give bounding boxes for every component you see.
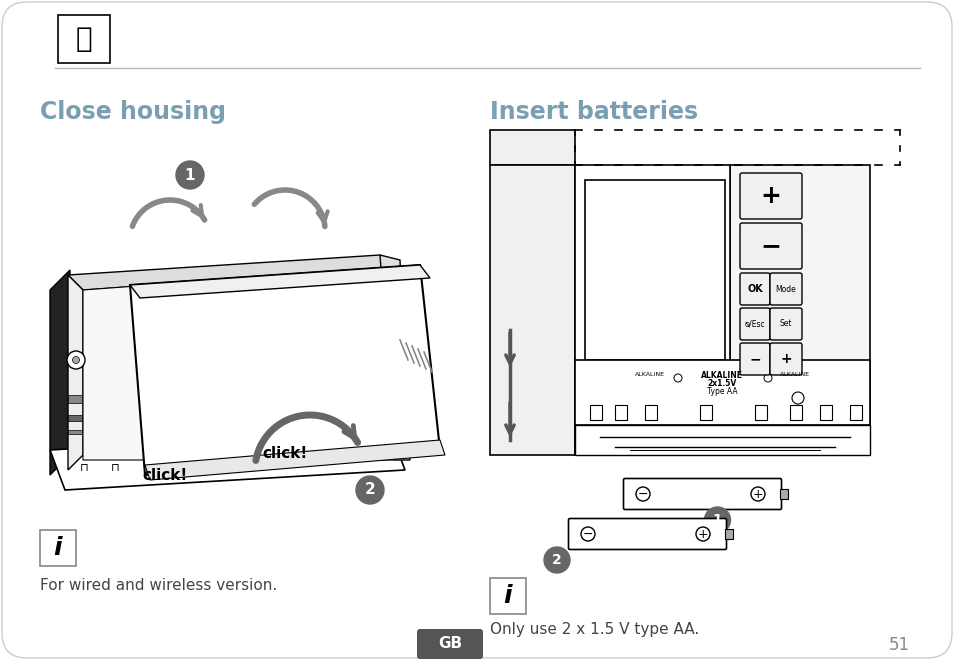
Circle shape — [763, 374, 771, 382]
Circle shape — [67, 351, 85, 369]
Text: GB: GB — [437, 636, 461, 651]
Text: ᴓ/Esc: ᴓ/Esc — [744, 319, 764, 329]
FancyBboxPatch shape — [740, 308, 769, 340]
FancyBboxPatch shape — [740, 223, 801, 269]
Text: Set: Set — [779, 319, 791, 329]
Circle shape — [355, 476, 384, 504]
Circle shape — [72, 356, 79, 364]
Text: ALKALINE: ALKALINE — [635, 372, 664, 378]
Text: 🔧: 🔧 — [75, 25, 92, 53]
Text: ALKALINE: ALKALINE — [780, 372, 809, 378]
Bar — [575, 360, 869, 425]
Bar — [490, 130, 575, 165]
Polygon shape — [83, 268, 395, 460]
Bar — [68, 395, 82, 403]
Text: +: + — [760, 184, 781, 208]
Text: −: − — [760, 234, 781, 258]
Text: i: i — [503, 584, 512, 608]
FancyBboxPatch shape — [769, 343, 801, 375]
Bar — [615, 405, 626, 420]
Circle shape — [673, 374, 681, 382]
Text: OK: OK — [746, 284, 762, 294]
Text: Only use 2 x 1.5 V type AA.: Only use 2 x 1.5 V type AA. — [490, 622, 699, 637]
FancyBboxPatch shape — [740, 273, 769, 305]
Text: ⊓: ⊓ — [80, 463, 89, 473]
Bar — [780, 489, 787, 499]
Bar — [58, 15, 110, 63]
Polygon shape — [50, 430, 405, 490]
Text: Mode: Mode — [775, 284, 796, 294]
Polygon shape — [379, 255, 410, 460]
Bar — [575, 425, 869, 455]
FancyBboxPatch shape — [740, 343, 769, 375]
FancyBboxPatch shape — [416, 629, 482, 659]
Bar — [490, 578, 525, 614]
Text: 1: 1 — [712, 513, 721, 527]
Polygon shape — [68, 275, 83, 470]
Circle shape — [703, 507, 730, 533]
Bar — [724, 529, 732, 539]
Bar — [575, 165, 729, 455]
Circle shape — [636, 487, 649, 501]
Text: Close housing: Close housing — [40, 100, 226, 124]
Text: click!: click! — [262, 446, 307, 461]
Text: +: + — [780, 352, 791, 366]
Bar — [644, 405, 657, 420]
Bar — [589, 405, 601, 420]
Text: Type AA: Type AA — [706, 387, 737, 395]
Text: 51: 51 — [888, 636, 909, 654]
Text: click!: click! — [142, 467, 188, 482]
Text: −: − — [748, 352, 760, 366]
Text: +: + — [752, 488, 762, 500]
Polygon shape — [130, 265, 439, 475]
Text: 2x1.5V: 2x1.5V — [706, 378, 736, 387]
FancyBboxPatch shape — [623, 478, 781, 510]
Circle shape — [791, 392, 803, 404]
FancyBboxPatch shape — [568, 519, 726, 550]
Bar — [584, 180, 724, 360]
Text: −: − — [582, 527, 593, 541]
Circle shape — [543, 547, 569, 573]
Text: 2: 2 — [364, 482, 375, 498]
Polygon shape — [50, 270, 70, 475]
Circle shape — [696, 527, 709, 541]
Bar — [40, 530, 76, 566]
Bar — [729, 165, 869, 455]
Bar — [754, 405, 766, 420]
FancyBboxPatch shape — [769, 308, 801, 340]
Text: ALKALINE: ALKALINE — [700, 370, 742, 380]
Text: ⊓: ⊓ — [111, 463, 119, 473]
Bar — [490, 165, 575, 455]
Text: i: i — [53, 536, 62, 560]
Polygon shape — [68, 255, 395, 290]
Circle shape — [175, 161, 204, 189]
Polygon shape — [130, 265, 430, 298]
FancyBboxPatch shape — [769, 273, 801, 305]
Circle shape — [750, 487, 764, 501]
Bar — [700, 405, 711, 420]
Text: For wired and wireless version.: For wired and wireless version. — [40, 578, 277, 593]
Text: +: + — [697, 527, 707, 541]
Bar — [68, 430, 82, 434]
Text: 1: 1 — [185, 168, 195, 183]
Bar — [68, 415, 82, 421]
Bar — [789, 405, 801, 420]
Polygon shape — [145, 440, 444, 480]
Circle shape — [580, 527, 595, 541]
Bar — [849, 405, 862, 420]
Text: −: − — [638, 488, 648, 500]
Polygon shape — [140, 278, 370, 405]
Bar — [820, 405, 831, 420]
Text: Insert batteries: Insert batteries — [490, 100, 698, 124]
FancyBboxPatch shape — [740, 173, 801, 219]
Text: 2: 2 — [552, 553, 561, 567]
